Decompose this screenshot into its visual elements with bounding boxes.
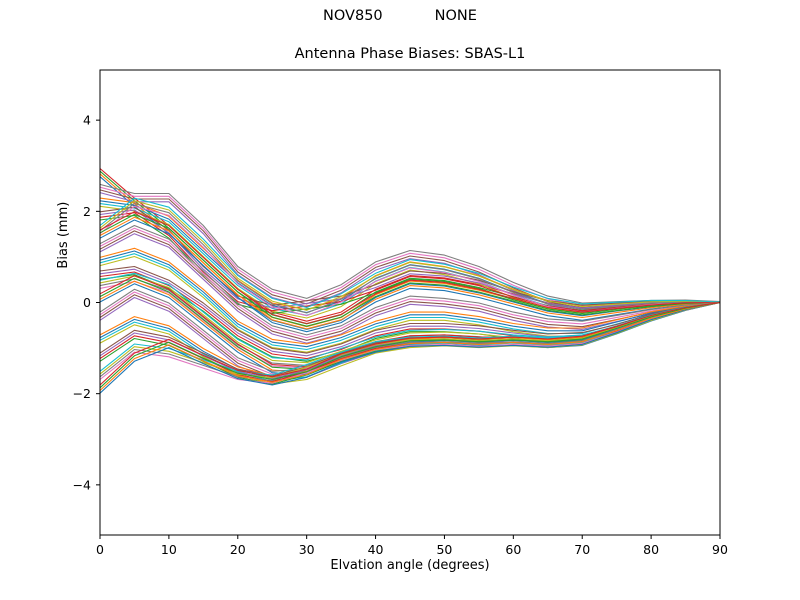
series-line	[99, 206, 721, 306]
series-line	[99, 197, 721, 309]
series-line	[99, 301, 721, 386]
y-tick-label: −2	[73, 386, 91, 401]
receiver-label: NOV850	[323, 8, 383, 24]
series-line	[99, 247, 721, 345]
x-tick-label: 0	[96, 542, 104, 557]
x-tick-label: 80	[643, 542, 659, 557]
series-line	[99, 213, 721, 327]
series-line	[99, 250, 721, 348]
series-line	[99, 212, 721, 312]
y-tick-label: 0	[83, 295, 91, 310]
x-tick-label: 40	[368, 542, 384, 557]
series-line	[99, 203, 721, 314]
x-tick-label: 90	[712, 542, 728, 557]
x-tick-label: 10	[161, 542, 177, 557]
series-line	[99, 224, 721, 336]
series-line	[99, 192, 721, 312]
x-tick-label: 50	[436, 542, 452, 557]
x-tick-label: 70	[574, 542, 590, 557]
figure-suptitle: NOV850 NONE	[0, 8, 800, 24]
x-tick-label: 20	[230, 542, 246, 557]
y-tick-label: −4	[73, 477, 91, 492]
series-line	[99, 265, 721, 354]
series-line	[99, 214, 721, 314]
x-tick-label: 60	[505, 542, 521, 557]
series-line	[99, 211, 721, 325]
y-tick-label: 4	[83, 113, 91, 128]
x-axis-label: Elvation angle (degrees)	[330, 558, 490, 573]
series-line	[99, 209, 721, 309]
series-line	[99, 200, 721, 311]
y-tick-label: 2	[83, 204, 91, 219]
series-line	[99, 189, 721, 309]
series-line	[99, 301, 721, 394]
mode-label: NONE	[434, 8, 477, 24]
series-line	[99, 227, 721, 339]
series-line	[99, 216, 721, 330]
series-line	[99, 301, 721, 389]
series-line	[99, 301, 721, 391]
series-line	[99, 219, 721, 333]
x-tick-label: 30	[299, 542, 315, 557]
chart-title: Antenna Phase Biases: SBAS-L1	[294, 46, 526, 62]
